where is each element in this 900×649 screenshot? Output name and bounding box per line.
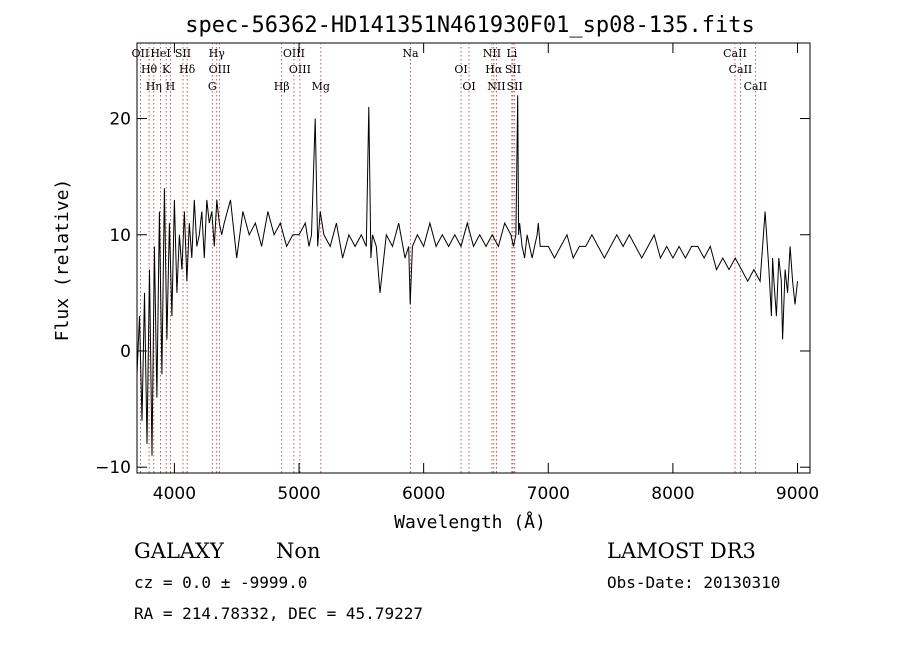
x-tick-label: 9000 <box>776 484 819 504</box>
spectral-line-labels: OIIHθHηHeIKHSIIHδGHγOIIIHβOIIIOIIIMgNaOI… <box>132 47 768 93</box>
line-label: OIII <box>283 47 305 60</box>
line-label: OIII <box>289 63 311 76</box>
line-label: OI <box>462 80 475 93</box>
object-subclass: Non <box>276 539 321 563</box>
line-label: K <box>162 63 171 76</box>
x-tick-label: 4000 <box>153 484 196 504</box>
survey-name: LAMOST DR3 <box>607 539 756 563</box>
redshift-cz: cz = 0.0 ± -9999.0 <box>134 573 307 592</box>
line-label: CaII <box>729 63 753 76</box>
line-label: NII <box>487 80 505 93</box>
chart-title: spec-56362-HD141351N461930F01_sp08-135.f… <box>185 13 755 38</box>
object-class: GALAXY <box>134 539 225 563</box>
line-label: Hη <box>146 80 162 93</box>
y-tick-label: −10 <box>95 458 131 478</box>
x-tick-label: 6000 <box>402 484 445 504</box>
line-label: OII <box>132 47 150 60</box>
spectrum-line <box>136 95 798 456</box>
line-label: SII <box>505 63 521 76</box>
line-label: CaII <box>744 80 768 93</box>
y-tick-label: 20 <box>109 110 131 130</box>
line-label: SII <box>175 47 191 60</box>
plot-frame <box>136 42 811 474</box>
y-axis-label: Flux (relative) <box>52 179 73 342</box>
line-label: HeI <box>150 47 170 60</box>
y-tick-label: 10 <box>109 226 131 246</box>
line-label: G <box>208 80 217 93</box>
line-label: Li <box>506 47 517 60</box>
line-label: CaII <box>723 47 747 60</box>
line-label: Hθ <box>141 63 158 76</box>
spectral-line-markers <box>139 43 756 473</box>
x-tick-label: 8000 <box>651 484 694 504</box>
x-tick-label: 7000 <box>527 484 570 504</box>
line-label: H <box>166 80 176 93</box>
line-label: NII <box>483 47 501 60</box>
line-label: Na <box>402 47 419 60</box>
line-label: Hα <box>485 63 503 76</box>
line-label: Hδ <box>179 63 196 76</box>
x-tick-label: 5000 <box>277 484 320 504</box>
line-label: Hβ <box>274 80 290 93</box>
x-axis-ticks: 4000 5000 6000 7000 8000 9000 <box>153 43 819 504</box>
ra-dec: RA = 214.78332, DEC = 45.79227 <box>134 604 423 623</box>
line-label: OI <box>454 63 467 76</box>
line-label: Hγ <box>209 47 226 60</box>
line-label: OIII <box>209 63 231 76</box>
x-axis-label: Wavelength (Å) <box>394 511 546 533</box>
line-label: Mg <box>312 80 330 93</box>
y-tick-label: 0 <box>120 342 131 362</box>
line-label: SII <box>507 80 523 93</box>
obs-date: Obs-Date: 20130310 <box>607 573 780 592</box>
y-axis-ticks: −10 0 10 20 <box>95 110 810 478</box>
